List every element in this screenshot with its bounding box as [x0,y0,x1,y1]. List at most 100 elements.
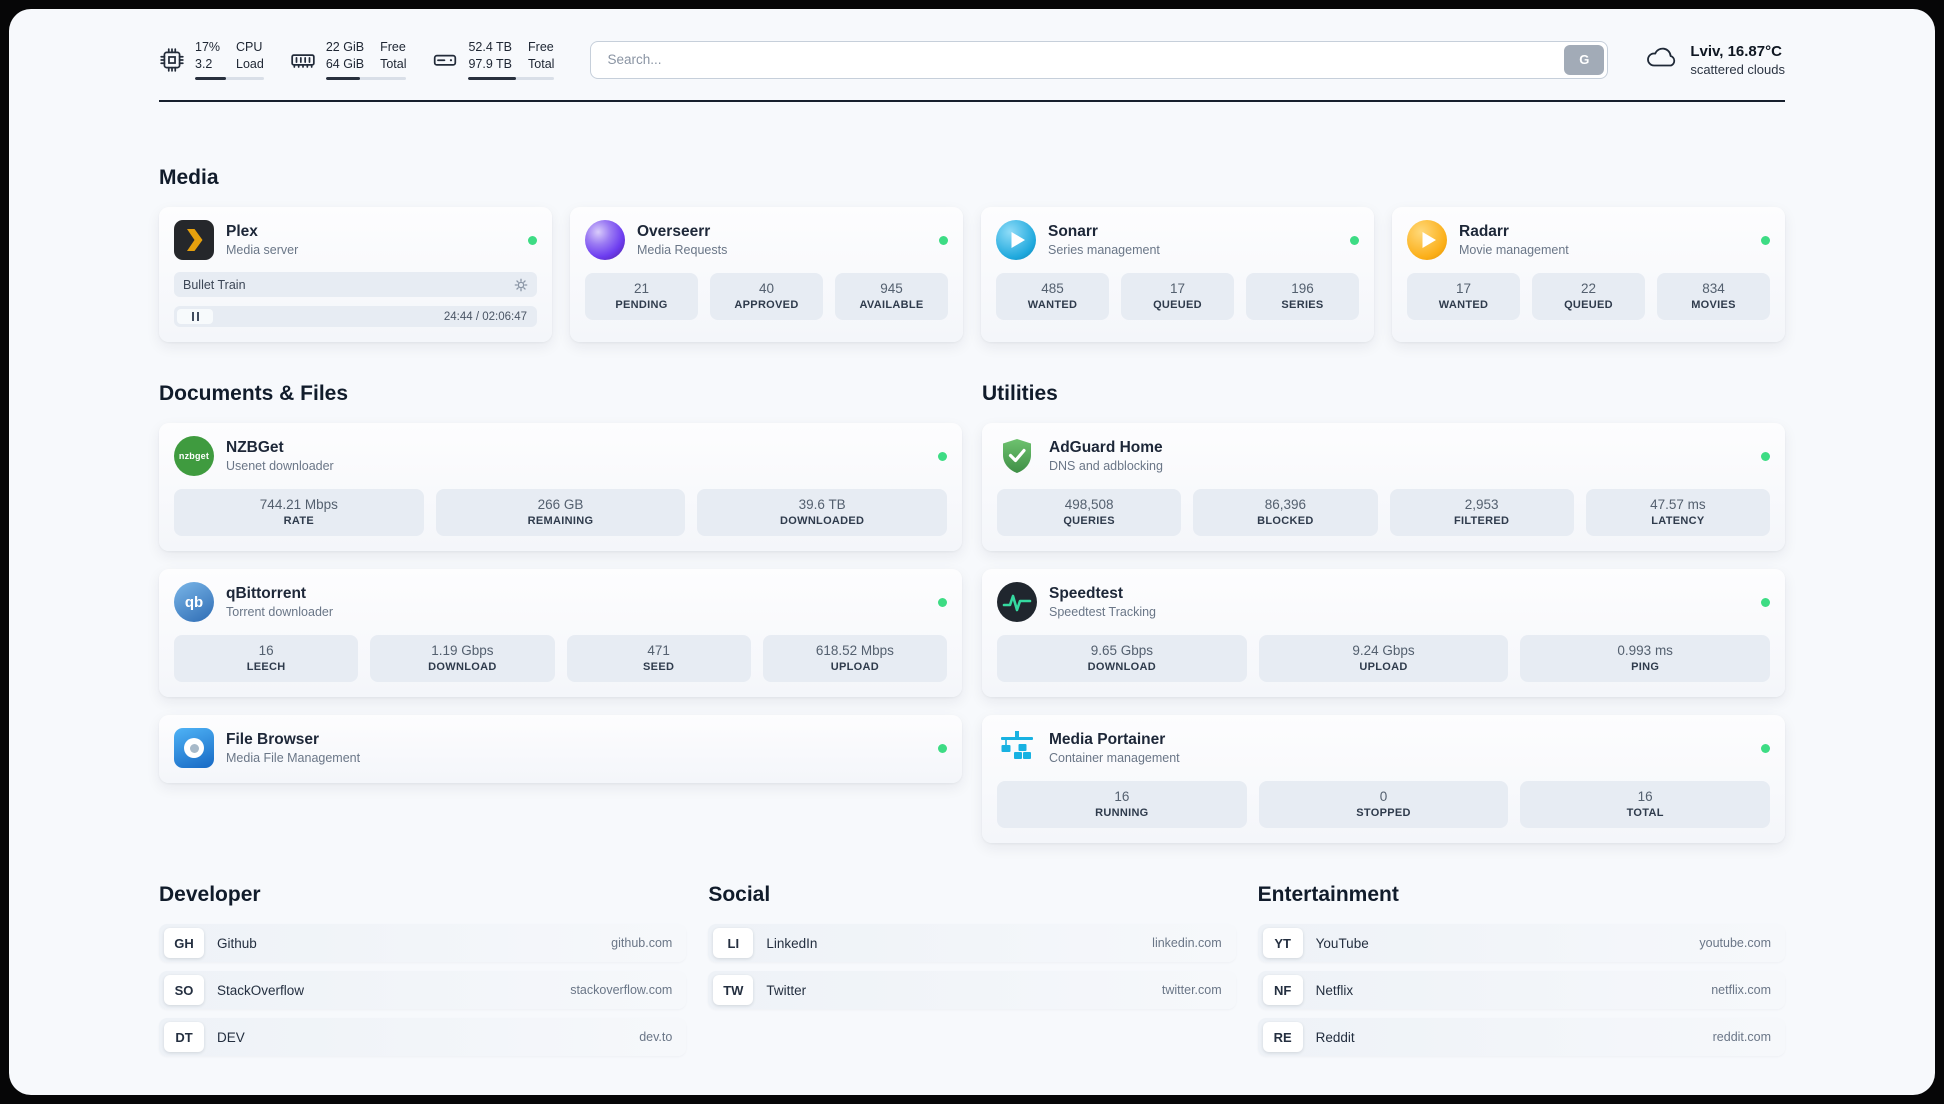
sonarr-icon [996,220,1036,261]
stat-label: STOPPED [1356,807,1411,820]
app-card-filebrowser[interactable]: File Browser Media File Management [159,715,962,784]
app-subtitle: Torrent downloader [226,605,334,620]
bookmark-url: twitter.com [1161,983,1222,998]
bookmark-abbr: YT [1262,928,1303,959]
stat-label: WANTED [1438,299,1489,312]
bookmark-dev[interactable]: DT DEV dev.to [159,1018,687,1057]
stat-box: 16 RUNNING [997,781,1247,829]
app-card-qbittorrent[interactable]: qb qBittorrent Torrent downloader 16 [159,569,962,698]
app-card-nzbget[interactable]: nzbget NZBGet Usenet downloader 744.21 M… [159,423,962,552]
app-subtitle: DNS and adblocking [1049,459,1163,474]
status-dot [938,597,947,607]
stat-label: QUEUED [1564,299,1613,312]
bookmark-abbr: NF [1262,975,1303,1006]
stat-value: 0 [1379,789,1388,805]
disk-free-value: 52.4 TB [468,40,513,54]
overseerr-icon [585,220,625,261]
bookmark-twitter[interactable]: TW Twitter twitter.com [708,971,1236,1010]
disk-label-bottom: Total [528,56,555,71]
bookmark-url: github.com [611,936,673,951]
stat-box: 498,508 QUERIES [997,489,1182,537]
app-name: Overseerr [637,223,711,241]
bookmark-reddit[interactable]: RE Reddit reddit.com [1257,1018,1785,1057]
app-card-adguard[interactable]: AdGuard Home DNS and adblocking 498,508 … [982,423,1785,552]
ram-monitor: 22 GiB 64 GiB Free Total [290,39,407,81]
stat-value: 196 [1291,281,1314,297]
app-card-speedtest[interactable]: Speedtest Speedtest Tracking 9.65 Gbps D… [982,569,1785,698]
app-subtitle: Usenet downloader [226,459,334,474]
nzbget-icon: nzbget [174,436,214,477]
app-name: AdGuard Home [1049,439,1163,457]
app-subtitle: Media server [226,243,299,258]
status-dot [938,451,947,461]
system-monitors: 17% 3.2 CPU Load [159,39,555,81]
qbittorrent-icon-text: qb [184,593,204,611]
stat-value: 471 [647,643,670,659]
stat-box: 485 WANTED [996,273,1109,321]
bookmark-netflix[interactable]: NF Netflix netflix.com [1257,971,1785,1010]
section-title-developer: Developer [159,883,261,907]
stat-label: RUNNING [1095,807,1149,820]
weather-condition: scattered clouds [1690,61,1785,77]
pause-button[interactable] [177,309,213,325]
stat-box: 834 MOVIES [1657,273,1770,321]
bookmark-name: DEV [217,1029,245,1045]
pause-icon [191,312,199,322]
search-engine-button[interactable]: G [1564,44,1605,75]
section-title-documents: Documents & Files [159,382,349,406]
filebrowser-icon [174,728,214,769]
bookmark-name: Reddit [1315,1029,1355,1045]
app-card-sonarr[interactable]: Sonarr Series management 485 WANTED 17 Q… [981,207,1374,343]
bookmark-abbr: SO [164,975,204,1006]
app-subtitle: Media Requests [637,243,728,258]
plex-icon [174,220,214,261]
section-title-social: Social [708,883,771,907]
top-bar: 17% 3.2 CPU Load [159,39,1785,81]
bookmark-url: reddit.com [1712,1030,1771,1045]
section-developer: Developer GH Github github.com SO StackO… [159,883,687,1065]
cpu-label-top: CPU [236,40,263,54]
stat-value: 945 [880,281,903,297]
stat-label: UPLOAD [1359,661,1408,674]
stat-label: DOWNLOADED [780,515,865,528]
search-input[interactable] [590,40,1609,79]
app-card-radarr[interactable]: Radarr Movie management 17 WANTED 22 QUE… [1392,207,1785,343]
app-name: Plex [226,223,258,241]
bookmark-name: YouTube [1315,935,1369,951]
status-dot [1761,743,1770,753]
nzbget-icon-text: nzbget [178,451,210,462]
section-entertainment: Entertainment YT YouTube youtube.com NF … [1257,883,1785,1065]
app-card-plex[interactable]: Plex Media server Bullet Train [159,207,552,343]
stat-box: 0.993 ms PING [1520,635,1771,683]
bookmark-stackoverflow[interactable]: SO StackOverflow stackoverflow.com [159,971,687,1010]
bookmark-abbr: GH [164,928,204,959]
app-card-overseerr[interactable]: Overseerr Media Requests 21 PENDING 40 A… [570,207,963,343]
dashboard-page: 17% 3.2 CPU Load [9,9,1935,1095]
stat-box: 618.52 Mbps UPLOAD [762,635,947,683]
app-subtitle: Movie management [1459,243,1569,258]
stat-label: UPLOAD [830,661,879,674]
cpu-chip-icon [159,47,185,73]
settings-gear-icon[interactable] [514,278,528,292]
stat-box: 9.65 Gbps DOWNLOAD [997,635,1247,683]
stat-box: 17 WANTED [1407,273,1520,321]
now-playing-title: Bullet Train [183,277,246,292]
stat-label: MOVIES [1691,299,1736,312]
cpu-usage-bar [195,76,264,81]
bookmark-linkedin[interactable]: LI LinkedIn linkedin.com [708,924,1236,963]
stat-label: QUERIES [1063,515,1115,528]
stat-box: 1.19 Gbps DOWNLOAD [370,635,555,683]
stat-label: DOWNLOAD [1087,661,1157,674]
player-seek-bar[interactable]: 24:44 / 02:06:47 [174,306,537,328]
app-card-portainer[interactable]: Media Portainer Container management 16 … [982,715,1785,844]
bookmark-youtube[interactable]: YT YouTube youtube.com [1257,924,1785,963]
qbittorrent-icon: qb [174,582,214,623]
stat-value: 86,396 [1264,497,1307,513]
stat-box: 86,396 BLOCKED [1193,489,1378,537]
status-dot [938,743,947,753]
bookmark-github[interactable]: GH Github github.com [159,924,687,963]
app-name: Radarr [1459,223,1509,241]
ram-total-value: 64 GiB [325,56,365,71]
now-playing-bar: Bullet Train [174,272,537,298]
ram-label-bottom: Total [380,56,407,71]
